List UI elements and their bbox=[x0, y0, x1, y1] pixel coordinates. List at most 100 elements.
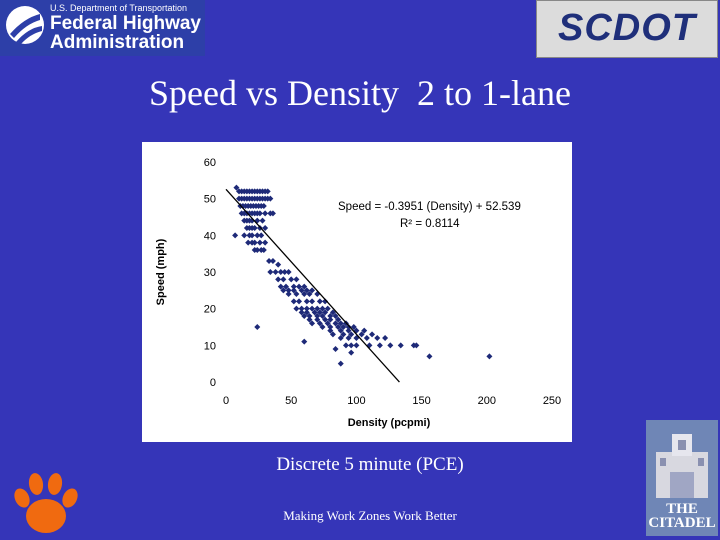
data-point bbox=[249, 232, 256, 239]
data-point bbox=[348, 349, 355, 356]
data-point bbox=[327, 324, 334, 330]
clemson-paw-icon bbox=[14, 473, 78, 533]
data-point bbox=[332, 346, 339, 352]
data-point bbox=[316, 320, 323, 327]
data-point bbox=[397, 342, 404, 349]
y-tick-label: 10 bbox=[204, 340, 216, 352]
data-point bbox=[306, 313, 313, 319]
data-point bbox=[345, 324, 352, 330]
fhwa-shield-icon bbox=[6, 6, 44, 44]
data-point bbox=[311, 309, 318, 316]
data-point bbox=[303, 287, 310, 294]
citadel-building-icon bbox=[656, 434, 708, 498]
data-point bbox=[254, 232, 261, 239]
data-point bbox=[327, 316, 334, 323]
slide-title: Speed vs Density 2 to 1-lane bbox=[149, 73, 571, 113]
fhwa-agency-line: U.S. Department of Transportation bbox=[50, 3, 188, 13]
data-point bbox=[361, 327, 368, 334]
data-point bbox=[290, 287, 297, 294]
data-point bbox=[249, 217, 256, 224]
data-point bbox=[272, 269, 279, 275]
data-point bbox=[376, 342, 383, 349]
data-point bbox=[260, 203, 267, 209]
data-point bbox=[303, 309, 310, 316]
data-point bbox=[348, 331, 355, 338]
data-point bbox=[285, 291, 292, 297]
x-axis-label: Density (pcpmi) bbox=[348, 417, 431, 429]
data-point bbox=[319, 305, 326, 312]
data-point bbox=[316, 309, 323, 316]
data-point bbox=[366, 342, 373, 349]
scatter-chart: 0 10 20 30 40 50 60 0 50 100 150 200 250 Speed = -0… bbox=[155, 157, 561, 429]
data-point bbox=[363, 335, 370, 341]
data-point bbox=[374, 335, 381, 341]
scdot-logo: SCDOT bbox=[536, 0, 718, 58]
y-axis-label: Speed (mph) bbox=[155, 238, 167, 305]
data-point bbox=[254, 217, 261, 224]
data-point bbox=[301, 313, 308, 319]
data-point bbox=[301, 283, 308, 290]
data-point bbox=[260, 247, 267, 253]
data-point bbox=[275, 261, 282, 268]
data-point bbox=[382, 335, 389, 341]
data-point bbox=[413, 342, 420, 349]
data-point bbox=[345, 327, 352, 334]
data-point bbox=[293, 305, 300, 312]
data-point bbox=[262, 225, 269, 231]
data-point bbox=[332, 320, 339, 327]
data-point bbox=[322, 298, 329, 305]
data-point bbox=[282, 283, 289, 290]
data-point bbox=[306, 316, 313, 323]
data-point bbox=[306, 291, 313, 297]
data-point bbox=[290, 283, 297, 290]
data-point bbox=[285, 287, 292, 294]
data-point bbox=[426, 353, 433, 360]
data-point bbox=[251, 225, 258, 231]
fhwa-name-line1: Federal Highway bbox=[50, 13, 201, 34]
chart-subtitle: Discrete 5 minute (PCE) bbox=[276, 454, 464, 475]
data-point bbox=[350, 324, 357, 330]
y-tick-label: 50 bbox=[204, 194, 216, 206]
data-point bbox=[288, 276, 295, 283]
data-point bbox=[324, 320, 331, 327]
data-point bbox=[298, 309, 305, 316]
data-point bbox=[314, 316, 321, 323]
data-point bbox=[269, 258, 276, 264]
y-tick-label: 40 bbox=[204, 230, 216, 242]
data-point bbox=[256, 239, 263, 246]
data-point bbox=[301, 338, 308, 345]
data-point bbox=[254, 247, 261, 253]
data-point bbox=[314, 313, 321, 319]
citadel-logo: THE CITADEL bbox=[646, 420, 718, 536]
data-point bbox=[296, 283, 303, 290]
data-point bbox=[267, 269, 274, 275]
r-squared-label: R² = 0.8114 bbox=[400, 218, 460, 230]
data-point bbox=[262, 210, 269, 217]
data-point bbox=[275, 276, 282, 283]
data-point bbox=[277, 283, 284, 290]
data-point bbox=[264, 188, 271, 195]
data-point bbox=[387, 342, 394, 349]
data-point bbox=[358, 331, 365, 338]
data-point bbox=[303, 298, 310, 305]
data-point bbox=[309, 298, 316, 305]
data-point bbox=[337, 335, 344, 341]
data-point bbox=[280, 276, 287, 283]
citadel-wordmark: THE CITADEL bbox=[648, 501, 716, 531]
data-point bbox=[269, 210, 276, 217]
data-point bbox=[337, 327, 344, 334]
data-point bbox=[277, 269, 284, 275]
data-point bbox=[342, 342, 349, 349]
data-point bbox=[319, 324, 326, 330]
data-point bbox=[319, 313, 326, 319]
data-point bbox=[337, 360, 344, 367]
data-point bbox=[329, 331, 336, 338]
data-point bbox=[267, 195, 274, 202]
data-point bbox=[309, 305, 316, 312]
data-point bbox=[340, 324, 347, 330]
x-tick-labels: 0 50 100 150 200 250 bbox=[223, 395, 561, 407]
data-point bbox=[232, 232, 239, 239]
chart-panel: 0 10 20 30 40 50 60 0 50 100 150 200 250 Speed = -0… bbox=[142, 142, 572, 442]
data-point bbox=[241, 232, 248, 239]
x-tick-label: 250 bbox=[543, 395, 561, 407]
